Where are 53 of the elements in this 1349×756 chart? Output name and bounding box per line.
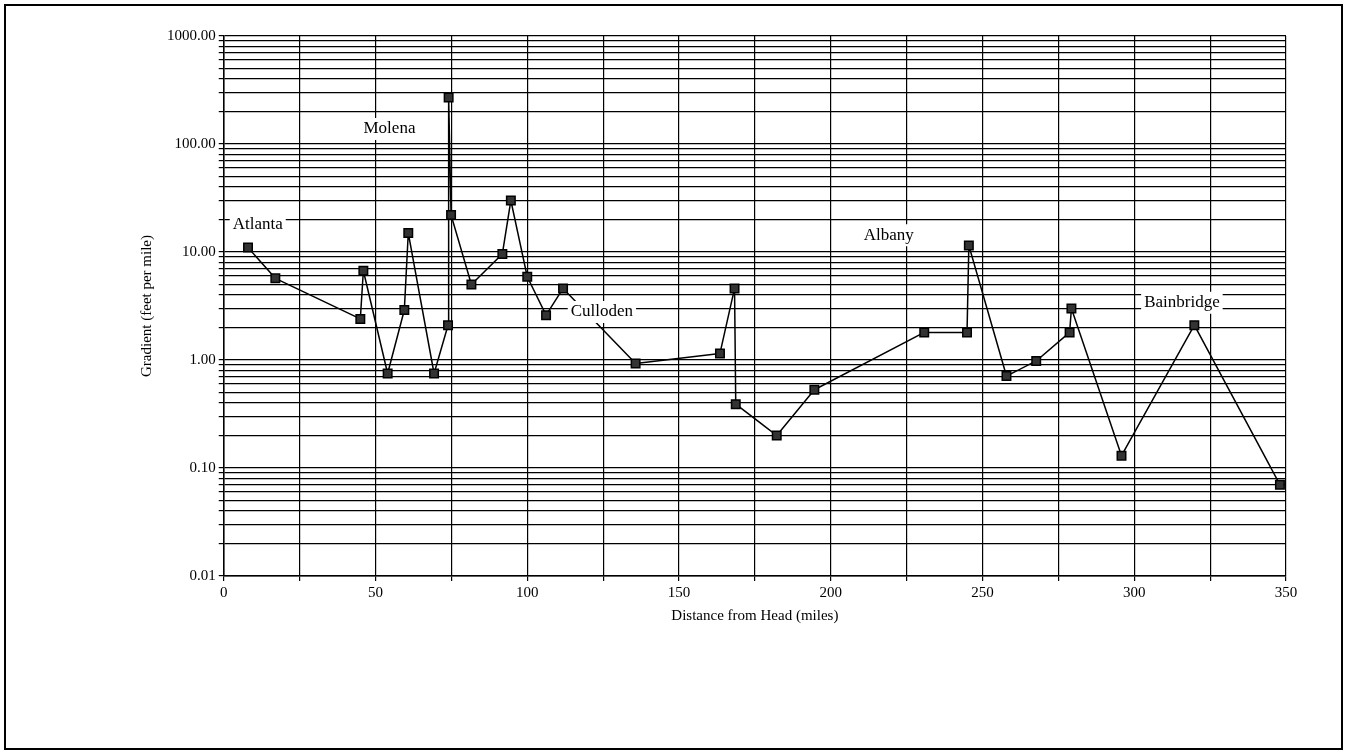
- point: [403, 227, 414, 238]
- point: [1031, 355, 1042, 366]
- point: [1066, 303, 1077, 314]
- point: [558, 283, 569, 294]
- annotation: Albany: [863, 224, 915, 244]
- x-tick-label: 50: [368, 583, 383, 600]
- point: [729, 283, 740, 294]
- point: [443, 92, 454, 103]
- point: [1189, 320, 1200, 331]
- y-tick-label: 1000.00: [167, 26, 216, 43]
- point: [270, 273, 281, 284]
- point: [714, 348, 725, 359]
- point: [355, 313, 366, 324]
- annotation: Bainbridge: [1144, 292, 1220, 312]
- annotation: Culloden: [570, 301, 634, 321]
- x-tick-label: 350: [1274, 583, 1298, 600]
- point: [630, 358, 641, 369]
- point: [962, 327, 973, 338]
- x-tick-label: 200: [819, 583, 842, 600]
- x-tick-label: 250: [971, 583, 994, 600]
- annotation: Molena: [363, 118, 416, 138]
- point: [443, 320, 454, 331]
- x-tick-label: 300: [1123, 583, 1146, 600]
- x-tick-label: 100: [516, 583, 539, 600]
- point: [1001, 371, 1012, 382]
- point: [358, 265, 369, 276]
- point: [1274, 479, 1285, 490]
- point: [497, 248, 508, 259]
- point: [399, 305, 410, 316]
- y-tick-label: 1.00: [189, 350, 216, 367]
- point: [730, 399, 741, 410]
- point: [771, 430, 782, 441]
- point: [522, 271, 533, 282]
- y-axis-title: Gradient (feet per mile): [137, 234, 155, 378]
- point: [1116, 450, 1127, 461]
- y-tick-label: 100.00: [174, 134, 216, 151]
- point: [243, 242, 254, 253]
- x-tick-label: 0: [220, 583, 228, 600]
- annotation: Atlanta: [232, 213, 284, 233]
- point: [963, 240, 974, 251]
- point: [382, 368, 393, 379]
- y-tick-label: 0.01: [189, 566, 216, 583]
- y-tick-label: 0.10: [189, 458, 216, 475]
- point: [505, 195, 516, 206]
- point: [919, 327, 930, 338]
- x-tick-label: 150: [667, 583, 691, 600]
- y-tick-label: 10.00: [182, 242, 216, 259]
- point: [541, 310, 552, 321]
- point: [466, 279, 477, 290]
- point: [429, 368, 440, 379]
- point: [1064, 327, 1075, 338]
- point: [809, 384, 820, 395]
- x-axis-title: Distance from Head (miles): [671, 606, 839, 624]
